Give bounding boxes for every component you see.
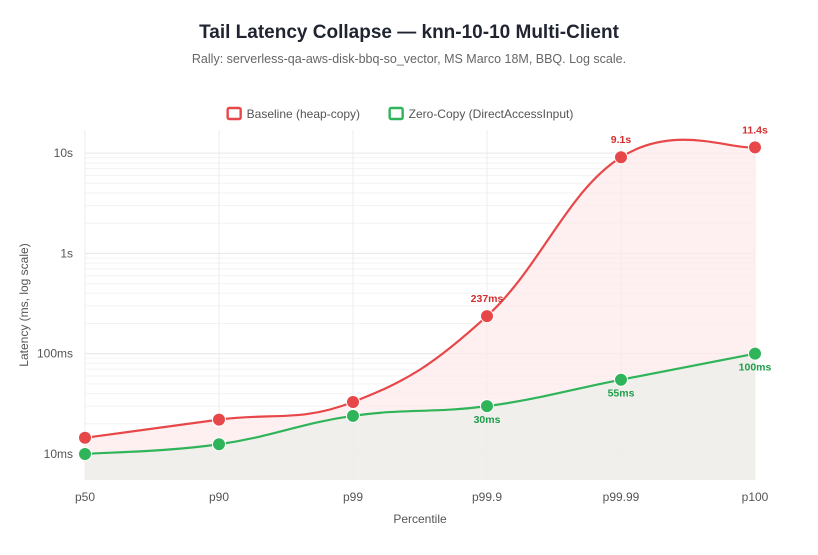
data-point-zero-copy[interactable] <box>346 408 360 423</box>
series-area-zero-copy <box>85 353 755 480</box>
legend-label-zero-copy[interactable]: Zero-Copy (DirectAccessInput) <box>409 107 574 121</box>
x-tick-label: p99 <box>343 490 363 504</box>
data-label-baseline: 9.1s <box>611 134 632 146</box>
x-tick-label: p100 <box>742 490 769 504</box>
y-tick-label: 10ms <box>44 447 73 461</box>
data-point-baseline[interactable] <box>480 309 494 324</box>
x-axis-title: Percentile <box>393 512 447 526</box>
data-label-zero-copy: 55ms <box>608 388 635 400</box>
data-label-zero-copy: 100ms <box>739 362 772 374</box>
data-point-zero-copy[interactable] <box>78 446 92 461</box>
data-point-zero-copy[interactable] <box>480 399 494 414</box>
x-tick-label: p90 <box>209 490 229 504</box>
legend-swatch-zero-copy[interactable] <box>388 106 404 121</box>
chart-subtitle: Rally: serverless-qa-aws-disk-bbq-so_vec… <box>191 52 627 66</box>
data-point-zero-copy[interactable] <box>614 372 628 387</box>
legend-swatch-baseline[interactable] <box>226 106 242 121</box>
data-label-baseline: 237ms <box>471 293 504 305</box>
data-point-zero-copy[interactable] <box>212 437 226 452</box>
data-point-baseline[interactable] <box>748 140 762 155</box>
x-tick-label: p50 <box>75 490 95 504</box>
data-label-zero-copy: 30ms <box>474 414 501 426</box>
data-point-baseline[interactable] <box>614 150 628 165</box>
data-point-baseline[interactable] <box>212 412 226 427</box>
y-tick-label: 10s <box>54 146 73 160</box>
legend-label-baseline[interactable]: Baseline (heap-copy) <box>247 107 360 121</box>
x-tick-label: p99.9 <box>472 490 502 504</box>
data-point-baseline[interactable] <box>78 430 92 445</box>
data-point-zero-copy[interactable] <box>748 346 762 361</box>
y-tick-label: 100ms <box>37 347 73 361</box>
y-tick-label: 1s <box>60 246 73 260</box>
chart-title: Tail Latency Collapse — knn-10-10 Multi-… <box>199 22 619 43</box>
series-line-zero-copy <box>84 352 756 456</box>
data-label-baseline: 11.4s <box>742 124 768 136</box>
x-tick-label: p99.99 <box>603 490 640 504</box>
y-axis-title: Latency (ms, log scale) <box>17 243 31 366</box>
data-point-baseline[interactable] <box>346 394 360 409</box>
